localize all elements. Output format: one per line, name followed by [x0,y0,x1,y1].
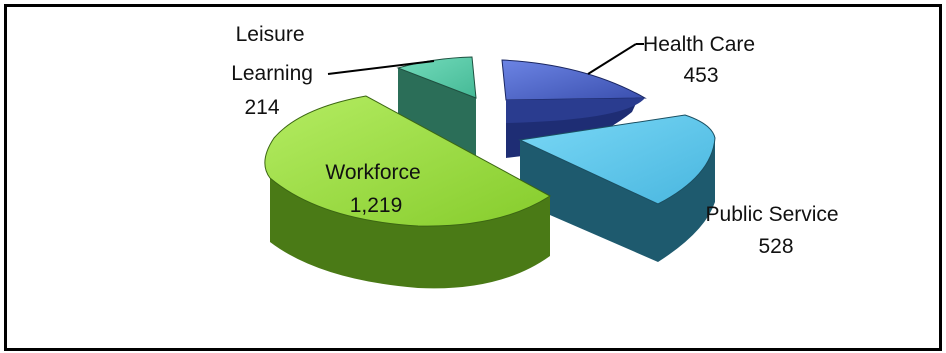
slice-side-health-care-front [506,98,645,123]
leader-line-health-care [587,43,637,75]
slice-leisure-learning [396,56,477,99]
data-label-public-service: Public Service 528 [706,203,845,258]
slice-workforce [264,95,551,227]
slice-side-workforce [270,178,550,289]
data-label-health-care: Health Care 453 [643,33,761,87]
data-label-workforce: Workforce 1,219 [325,161,426,217]
slice-health-care [501,59,647,101]
slice-side-public-service [520,138,715,262]
leader-line-leisure-learning [327,60,435,75]
slice-public-service [518,114,716,205]
data-label-leisure-learning: Leisure Learning 214 [231,23,319,119]
